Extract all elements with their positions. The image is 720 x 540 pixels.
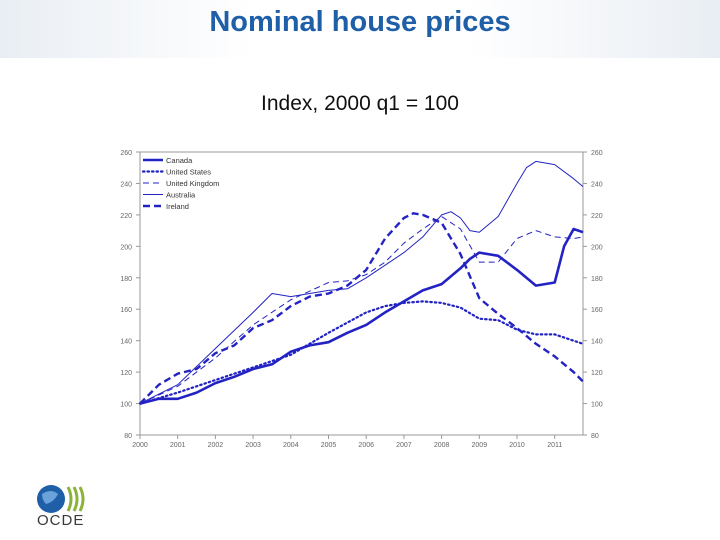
y-tick-label-left: 80: [124, 433, 132, 440]
legend: Canada United States United Kingdom Austral…: [141, 156, 219, 211]
x-tick-label: 2005: [321, 442, 337, 449]
x-tick-label: 2010: [509, 442, 525, 449]
y-tick-label-right: 100: [591, 402, 603, 409]
slide-title: Nominal house prices: [209, 6, 511, 38]
y-tick-label-right: 260: [591, 150, 603, 157]
x-tick-label: 2006: [358, 442, 374, 449]
y-tick-label-right: 120: [591, 370, 603, 377]
x-tick-label: 2009: [472, 442, 488, 449]
y-tick-label-left: 160: [120, 307, 132, 314]
chart-subtitle: Index, 2000 q1 = 100: [261, 92, 459, 115]
y-tick-label-right: 220: [591, 213, 603, 220]
logo-text: OCDE: [37, 512, 85, 529]
series-line-ireland: [139, 212, 584, 405]
x-tick-label: 2003: [245, 442, 261, 449]
y-tick-label-right: 180: [591, 276, 603, 283]
y-tick-label-left: 140: [120, 339, 132, 346]
title-banner: [0, 0, 720, 58]
series-line-united-kingdom: [139, 216, 584, 405]
y-tick-label-left: 260: [120, 150, 132, 157]
x-tick-label: 2007: [396, 442, 412, 449]
y-tick-label-right: 140: [591, 339, 603, 346]
y-tick-label-left: 100: [120, 402, 132, 409]
x-tick-label: 2000: [132, 442, 148, 449]
y-tick-label-right: 80: [591, 433, 599, 440]
series-lines: [138, 160, 585, 405]
y-tick-label-right: 200: [591, 244, 603, 251]
line-chart: 80 80 100 100 120 120 140 140 160 160 180 180 200 200…: [120, 150, 602, 449]
axes: 80 80 100 100 120 120 140 140 160 160 180 180 200 200…: [120, 150, 602, 449]
x-tick-label: 2001: [170, 442, 186, 449]
series-line-canada: [139, 227, 584, 405]
legend-label: Canada: [166, 156, 193, 165]
y-tick-label-left: 120: [120, 370, 132, 377]
y-tick-label-left: 180: [120, 276, 132, 283]
legend-label: Ireland: [166, 202, 189, 211]
legend-label: Australia: [166, 191, 196, 200]
y-tick-label-left: 200: [120, 244, 132, 251]
plot-frame: [139, 151, 584, 436]
x-tick-label: 2004: [283, 442, 299, 449]
y-tick-label-left: 220: [120, 213, 132, 220]
legend-label: United Kingdom: [166, 179, 219, 188]
legend-label: United States: [166, 168, 211, 177]
y-tick-label-left: 240: [120, 181, 132, 188]
x-tick-label: 2008: [434, 442, 450, 449]
series-line-australia: [139, 160, 584, 405]
x-tick-label: 2011: [547, 442, 562, 449]
series-line-united-states: [138, 300, 585, 405]
y-tick-label-right: 240: [591, 181, 603, 188]
y-tick-label-right: 160: [591, 307, 603, 314]
x-tick-label: 2002: [208, 442, 224, 449]
oecd-logo-icon: [37, 485, 85, 513]
